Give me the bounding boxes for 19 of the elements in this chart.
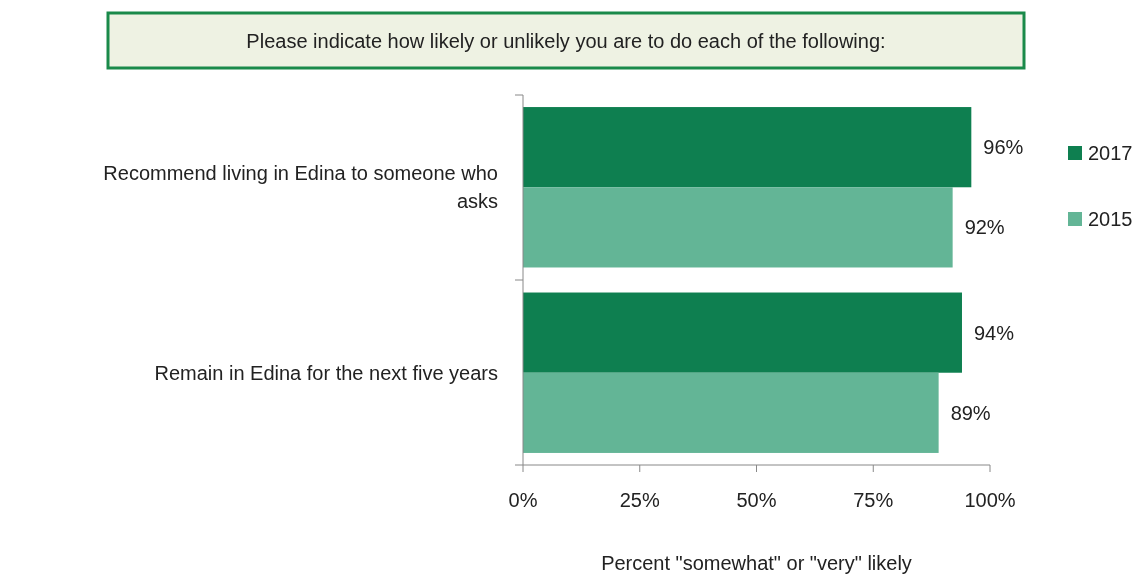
legend-label: 2015 [1088,208,1133,230]
bar [523,292,962,373]
y-tick-label: Remain in Edina for the next five years [154,361,498,384]
data-label: 94% [973,321,1015,344]
x-tick-label: 75% [853,489,894,511]
x-tick-label: 100% [964,489,1016,511]
x-tick-label: 50% [736,489,777,511]
bar [523,187,953,268]
data-label: 92% [964,216,1005,239]
bar [523,107,972,188]
y-tick-label: Recommend living in Edina to someone who asks [103,162,498,213]
chart-title: Please indicate how likely or unlikely you are to do each of the following: [246,30,886,52]
x-axis-title: Percent "somewhat" or "very" likely [601,552,912,574]
data-label: 96% [983,136,1024,159]
bar [523,372,939,453]
legend-label: 2017 [1088,142,1133,164]
data-label: 89% [950,401,991,424]
x-tick-label: 0% [508,489,538,511]
x-tick-label: 25% [619,489,660,511]
